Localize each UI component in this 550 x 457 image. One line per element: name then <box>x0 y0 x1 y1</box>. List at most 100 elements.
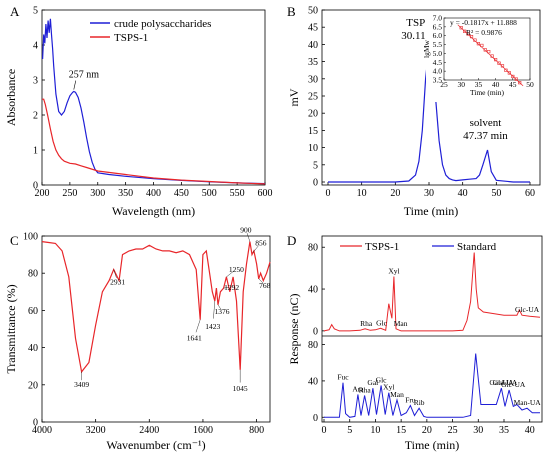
x-tick-label-a: 350 <box>118 188 133 199</box>
peak-label-d: Glc <box>376 375 388 384</box>
x-tick-label-d: 35 <box>499 425 509 436</box>
peak-label-d: Xyl <box>383 383 394 392</box>
x-tick-label-c: 800 <box>249 425 264 436</box>
annotation-leader-a <box>73 80 77 90</box>
legend-label-d-1: Standard <box>457 241 497 253</box>
x-tick-label-a: 450 <box>174 188 189 199</box>
inset-point <box>466 32 470 36</box>
x-tick-label-b: 40 <box>458 188 468 199</box>
peak-label: 1376 <box>214 307 229 316</box>
y-tick-label-a: 4 <box>33 41 38 52</box>
peak-label-d: Xyl <box>388 267 399 276</box>
x-tick-label-b: 30 <box>424 188 434 199</box>
y-tick-label-b: 30 <box>308 74 318 85</box>
inset-frame <box>443 17 531 81</box>
inset-point <box>480 43 484 48</box>
y-tick-label-b: 20 <box>308 109 318 120</box>
x-tick-label-b: 0 <box>326 188 331 199</box>
plot-frame-c <box>41 235 271 423</box>
peak-label: 900 <box>240 226 252 235</box>
x-tick-label-a: 550 <box>230 188 245 199</box>
peak-leader <box>258 278 264 284</box>
panel-letter-d: D <box>287 233 296 248</box>
peak-label-d: Rha <box>360 319 373 328</box>
peak-leader <box>226 271 234 278</box>
peak-label: 768 <box>259 281 271 290</box>
y-tick-label-c: 20 <box>28 380 38 391</box>
plot-frame-b <box>321 9 541 186</box>
inset-y-tick-label: 4.5 <box>433 58 443 67</box>
plot-frame-a <box>41 9 266 186</box>
inset-x-tick-label: 40 <box>492 80 500 89</box>
legend-label-d-0: TSPS-1 <box>365 241 399 253</box>
inset-x-tick-label: 25 <box>440 80 448 89</box>
peak-label: 1292 <box>224 283 239 292</box>
peak-leader <box>113 269 117 278</box>
x-tick-label-d: 5 <box>347 425 352 436</box>
panel-letter-c: C <box>10 233 19 248</box>
inset-y-tick-label: 6.5 <box>433 22 443 31</box>
inset-point <box>487 50 491 54</box>
inset-y-axis-label: lgMw <box>422 39 431 58</box>
x-tick-label-b: 50 <box>491 188 501 199</box>
y-tick-label-c: 60 <box>28 306 38 317</box>
y-tick-label-c: 80 <box>28 269 38 280</box>
y-tick-label-a: 1 <box>33 146 38 157</box>
peak-label-d: Fuc <box>337 373 349 382</box>
peak-label: 1641 <box>187 334 202 343</box>
inset-point <box>463 29 467 33</box>
x-tick-label-d: 25 <box>448 425 458 436</box>
peak-label: 1423 <box>205 322 220 331</box>
series-line-d-0 <box>323 252 541 332</box>
y-tick-label-b: 50 <box>308 6 318 17</box>
legend-label-a-1: TSPS-1 <box>114 32 148 44</box>
y-tick-label-c: 100 <box>23 232 38 243</box>
inset-y-tick-label: 6.0 <box>433 31 443 40</box>
y-tick-label-a: 0 <box>33 181 38 192</box>
x-axis-label-d: Time (min) <box>405 438 460 452</box>
y-tick-label-d: 0 <box>313 413 318 424</box>
inset-point <box>483 48 487 52</box>
inset-point <box>493 58 498 62</box>
inset-y-tick-label: 7.0 <box>433 14 443 23</box>
inset-r-squared: R² = 0.9876 <box>466 28 502 37</box>
inset-point <box>497 61 501 65</box>
inset-point <box>514 77 518 81</box>
x-tick-label-c: 3200 <box>86 425 106 436</box>
y-tick-label-b: 10 <box>308 143 318 154</box>
peak-label-d: Glc-UA <box>501 380 526 389</box>
peak-leader <box>223 287 230 289</box>
y-tick-label-b: 15 <box>308 126 318 137</box>
y-tick-label-d: 80 <box>308 340 318 351</box>
inset-point <box>511 74 515 79</box>
x-tick-label-b: 60 <box>525 188 535 199</box>
peak-leader <box>246 233 251 242</box>
inset-point <box>459 26 463 30</box>
peak-label-d: Gal-UA <box>489 378 514 387</box>
series-line-d-1 <box>324 353 540 418</box>
x-axis-label-a: Wavelength (nm) <box>112 204 195 218</box>
peak-label-d: Fru <box>405 395 416 404</box>
x-tick-label-d: 40 <box>525 425 535 436</box>
x-tick-label-c: 2400 <box>139 425 159 436</box>
inset-equation: y = -0.1817x + 11.888 <box>450 18 517 27</box>
plot-frame-d <box>321 235 543 423</box>
y-tick-label-d: 0 <box>313 326 318 337</box>
series-line-c-0 <box>41 241 271 374</box>
inset-point <box>518 81 522 85</box>
panel-c: C 4000 3200 2400 1600 800 0 20 40 60 80 100 Wavenumb… <box>4 226 271 452</box>
y-tick-label-d: 80 <box>308 243 318 254</box>
peak-label-d: Man <box>390 390 404 399</box>
x-axis-label-c: Wavenumber (cm⁻¹) <box>106 438 205 452</box>
y-tick-label-b: 0 <box>313 178 318 189</box>
peak-leader <box>252 245 259 253</box>
peak-label-d: Rha <box>359 385 372 394</box>
annotation-a: 257 nm <box>69 70 100 81</box>
y-axis-label-b: mV <box>287 88 301 106</box>
series-line-a-1 <box>42 98 266 185</box>
y-tick-label-b: 45 <box>308 23 318 34</box>
x-tick-label-c: 1600 <box>193 425 213 436</box>
x-tick-label-a: 200 <box>35 188 50 199</box>
inset-point <box>504 68 508 72</box>
